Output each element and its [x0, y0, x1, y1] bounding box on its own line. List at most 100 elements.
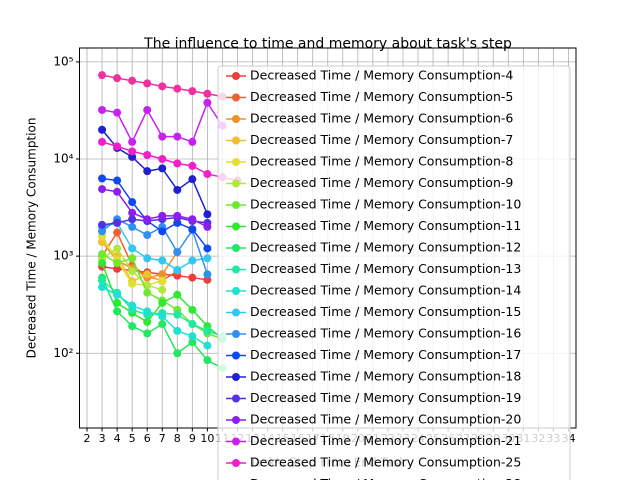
data-point — [173, 310, 182, 319]
data-point — [113, 307, 122, 316]
data-point — [158, 164, 167, 173]
data-point — [158, 276, 167, 285]
legend-marker — [232, 459, 240, 467]
data-point — [128, 267, 137, 276]
data-point — [128, 301, 137, 310]
data-point — [143, 105, 152, 114]
data-point — [128, 76, 137, 85]
legend-marker — [232, 351, 240, 360]
legend-marker — [232, 373, 240, 381]
y-tick-label: 10³ — [53, 249, 73, 263]
legend-marker — [232, 222, 240, 231]
data-point — [173, 84, 182, 93]
data-point — [113, 187, 122, 196]
data-point — [203, 270, 212, 279]
data-point — [158, 82, 167, 91]
data-point — [203, 356, 212, 365]
data-point — [158, 227, 167, 236]
data-point — [188, 225, 197, 234]
data-point — [143, 288, 152, 297]
data-point — [188, 161, 197, 170]
data-point — [113, 142, 122, 151]
data-point — [98, 250, 107, 259]
legend-label: Decreased Time / Memory Consumption-16 — [250, 326, 521, 341]
series-line — [101, 141, 238, 182]
data-point — [143, 231, 152, 240]
data-point — [203, 275, 212, 284]
data-point — [158, 132, 167, 141]
data-point — [113, 264, 122, 273]
data-point — [98, 125, 107, 134]
data-point — [203, 210, 212, 219]
data-point — [173, 265, 182, 274]
x-tick-label: 10 — [200, 432, 214, 445]
legend-marker — [232, 179, 240, 188]
data-point — [128, 322, 137, 331]
data-point — [143, 254, 152, 263]
legend-label: Decreased Time / Memory Consumption-21 — [250, 433, 521, 448]
data-point — [173, 326, 182, 335]
data-point — [188, 273, 197, 282]
data-point — [188, 175, 197, 184]
legend-box — [217, 65, 571, 480]
data-point — [128, 215, 137, 224]
data-point — [128, 279, 137, 288]
data-point — [203, 222, 212, 231]
x-tick-label: 9 — [189, 432, 196, 445]
data-point — [173, 248, 182, 257]
legend-marker — [232, 72, 240, 80]
data-point — [113, 74, 122, 83]
data-point — [113, 258, 122, 267]
legend-label: Decreased Time / Memory Consumption-7 — [250, 132, 513, 147]
legend-marker — [232, 287, 240, 295]
data-point — [203, 254, 212, 263]
data-point — [113, 290, 122, 299]
data-point — [98, 71, 107, 80]
x-tick-label: 5 — [129, 432, 136, 445]
legend-label: Decreased Time / Memory Consumption-5 — [250, 89, 513, 104]
data-point — [158, 320, 167, 329]
data-point — [188, 137, 197, 146]
data-point — [113, 298, 122, 307]
data-point — [143, 317, 152, 326]
data-point — [143, 150, 152, 159]
data-point — [203, 244, 212, 253]
data-point — [158, 211, 167, 220]
data-point — [173, 159, 182, 168]
data-point — [173, 185, 182, 194]
legend-label: Decreased Time / Memory Consumption-18 — [250, 369, 521, 384]
y-tick-label: 10⁴ — [53, 152, 73, 166]
legend-marker — [232, 93, 240, 102]
data-point — [128, 208, 137, 217]
data-point — [98, 227, 107, 236]
data-point — [173, 349, 182, 358]
data-point — [173, 211, 182, 220]
data-point — [113, 108, 122, 117]
data-point — [98, 174, 107, 183]
legend-label: Decreased Time / Memory Consumption-19 — [250, 390, 521, 405]
data-point — [158, 155, 167, 164]
data-point — [128, 254, 137, 263]
data-point — [98, 105, 107, 114]
data-point — [143, 270, 152, 279]
data-point — [143, 167, 152, 176]
data-point — [128, 147, 137, 156]
data-point — [143, 307, 152, 316]
data-point — [158, 270, 167, 279]
legend-label: Decreased Time / Memory Consumption-4 — [250, 68, 513, 83]
data-point — [188, 320, 197, 329]
data-point — [128, 244, 137, 253]
data-point — [143, 215, 152, 224]
legend-marker — [232, 201, 240, 209]
x-tick-label: 4 — [114, 432, 121, 445]
data-point — [158, 298, 167, 307]
legend-label: Decreased Time / Memory Consumption-11 — [250, 218, 521, 233]
data-point — [128, 222, 137, 231]
data-point — [128, 198, 137, 207]
legend-marker — [232, 136, 240, 145]
legend-label: Decreased Time / Memory Consumption-9 — [250, 175, 513, 190]
legend-label: Decreased Time / Memory Consumption-28 — [250, 476, 521, 480]
legend-label: Decreased Time / Memory Consumption-17 — [250, 347, 521, 362]
legend-label: Decreased Time / Memory Consumption-8 — [250, 154, 513, 169]
legend-label: Decreased Time / Memory Consumption-15 — [250, 304, 521, 319]
